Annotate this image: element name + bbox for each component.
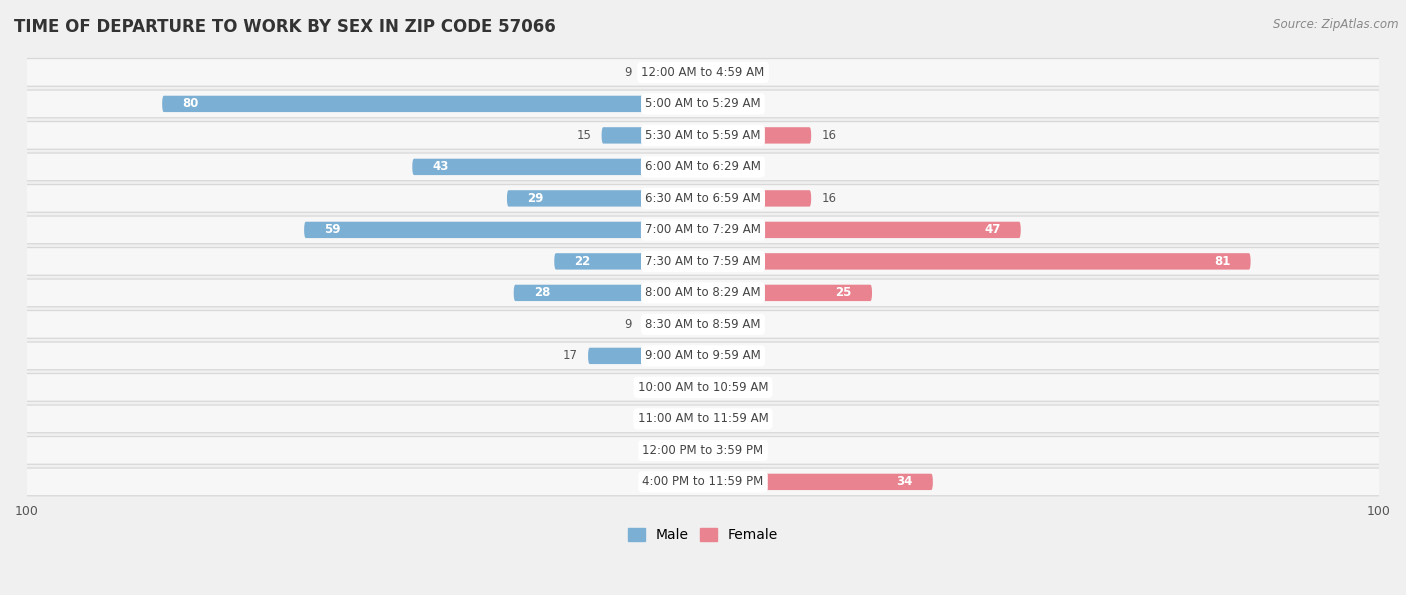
Text: 0: 0 — [713, 381, 720, 394]
FancyBboxPatch shape — [304, 222, 703, 238]
FancyBboxPatch shape — [655, 442, 703, 459]
Text: 7:00 AM to 7:29 AM: 7:00 AM to 7:29 AM — [645, 223, 761, 236]
FancyBboxPatch shape — [703, 222, 1021, 238]
FancyBboxPatch shape — [703, 316, 744, 333]
FancyBboxPatch shape — [14, 121, 1392, 150]
Text: 6:30 AM to 6:59 AM: 6:30 AM to 6:59 AM — [645, 192, 761, 205]
FancyBboxPatch shape — [703, 64, 723, 80]
FancyBboxPatch shape — [20, 437, 1386, 464]
FancyBboxPatch shape — [643, 316, 703, 333]
Text: 12:00 PM to 3:59 PM: 12:00 PM to 3:59 PM — [643, 444, 763, 457]
Text: 7:30 AM to 7:59 AM: 7:30 AM to 7:59 AM — [645, 255, 761, 268]
FancyBboxPatch shape — [14, 373, 1392, 402]
FancyBboxPatch shape — [14, 247, 1392, 276]
Text: 25: 25 — [835, 286, 852, 299]
Text: 6:00 AM to 6:29 AM: 6:00 AM to 6:29 AM — [645, 161, 761, 173]
FancyBboxPatch shape — [14, 436, 1392, 465]
Text: 9: 9 — [624, 66, 633, 79]
Text: 0: 0 — [686, 381, 693, 394]
FancyBboxPatch shape — [703, 253, 1250, 270]
FancyBboxPatch shape — [602, 127, 703, 143]
Text: TIME OF DEPARTURE TO WORK BY SEX IN ZIP CODE 57066: TIME OF DEPARTURE TO WORK BY SEX IN ZIP … — [14, 18, 555, 36]
Text: 47: 47 — [984, 223, 1001, 236]
FancyBboxPatch shape — [20, 343, 1386, 369]
FancyBboxPatch shape — [703, 442, 730, 459]
Text: 6: 6 — [754, 318, 761, 331]
FancyBboxPatch shape — [20, 248, 1386, 275]
FancyBboxPatch shape — [703, 96, 730, 112]
Text: 80: 80 — [183, 98, 198, 111]
Text: 4: 4 — [740, 98, 748, 111]
FancyBboxPatch shape — [14, 342, 1392, 370]
FancyBboxPatch shape — [703, 190, 811, 206]
FancyBboxPatch shape — [20, 217, 1386, 243]
FancyBboxPatch shape — [508, 190, 703, 206]
Text: 0: 0 — [686, 412, 693, 425]
Text: 15: 15 — [576, 129, 592, 142]
FancyBboxPatch shape — [643, 64, 703, 80]
Text: 4: 4 — [658, 475, 666, 488]
Text: 1: 1 — [720, 349, 727, 362]
Text: 8:00 AM to 8:29 AM: 8:00 AM to 8:29 AM — [645, 286, 761, 299]
Text: 9:00 AM to 9:59 AM: 9:00 AM to 9:59 AM — [645, 349, 761, 362]
FancyBboxPatch shape — [20, 280, 1386, 306]
FancyBboxPatch shape — [20, 90, 1386, 117]
Text: 81: 81 — [1213, 255, 1230, 268]
Text: 22: 22 — [575, 255, 591, 268]
Text: 4:00 PM to 11:59 PM: 4:00 PM to 11:59 PM — [643, 475, 763, 488]
Text: 12:00 AM to 4:59 AM: 12:00 AM to 4:59 AM — [641, 66, 765, 79]
Text: 11:00 AM to 11:59 AM: 11:00 AM to 11:59 AM — [638, 412, 768, 425]
FancyBboxPatch shape — [14, 468, 1392, 496]
Text: 0: 0 — [713, 161, 720, 173]
FancyBboxPatch shape — [20, 374, 1386, 400]
Text: 3: 3 — [734, 66, 741, 79]
Text: 8:30 AM to 8:59 AM: 8:30 AM to 8:59 AM — [645, 318, 761, 331]
Text: 28: 28 — [534, 286, 550, 299]
Text: Source: ZipAtlas.com: Source: ZipAtlas.com — [1274, 18, 1399, 31]
Text: 17: 17 — [562, 349, 578, 362]
FancyBboxPatch shape — [703, 127, 811, 143]
Text: 16: 16 — [821, 129, 837, 142]
FancyBboxPatch shape — [554, 253, 703, 270]
FancyBboxPatch shape — [14, 310, 1392, 339]
Text: 43: 43 — [433, 161, 449, 173]
Text: 4: 4 — [740, 444, 748, 457]
FancyBboxPatch shape — [20, 122, 1386, 149]
FancyBboxPatch shape — [20, 154, 1386, 180]
FancyBboxPatch shape — [14, 215, 1392, 245]
Text: 5:30 AM to 5:59 AM: 5:30 AM to 5:59 AM — [645, 129, 761, 142]
FancyBboxPatch shape — [703, 347, 710, 364]
FancyBboxPatch shape — [676, 474, 703, 490]
FancyBboxPatch shape — [20, 311, 1386, 337]
Text: 0: 0 — [713, 412, 720, 425]
Text: 59: 59 — [325, 223, 340, 236]
FancyBboxPatch shape — [14, 89, 1392, 118]
Text: 9: 9 — [624, 318, 633, 331]
FancyBboxPatch shape — [703, 474, 932, 490]
FancyBboxPatch shape — [14, 278, 1392, 308]
Legend: Male, Female: Male, Female — [623, 523, 783, 548]
Text: 34: 34 — [896, 475, 912, 488]
Text: 7: 7 — [638, 444, 645, 457]
FancyBboxPatch shape — [162, 96, 703, 112]
Text: 29: 29 — [527, 192, 544, 205]
FancyBboxPatch shape — [703, 284, 872, 301]
FancyBboxPatch shape — [14, 405, 1392, 433]
FancyBboxPatch shape — [14, 58, 1392, 87]
FancyBboxPatch shape — [588, 347, 703, 364]
FancyBboxPatch shape — [20, 185, 1386, 212]
Text: 10:00 AM to 10:59 AM: 10:00 AM to 10:59 AM — [638, 381, 768, 394]
FancyBboxPatch shape — [20, 406, 1386, 432]
FancyBboxPatch shape — [20, 59, 1386, 86]
FancyBboxPatch shape — [14, 152, 1392, 181]
FancyBboxPatch shape — [513, 284, 703, 301]
Text: 5:00 AM to 5:29 AM: 5:00 AM to 5:29 AM — [645, 98, 761, 111]
FancyBboxPatch shape — [14, 184, 1392, 213]
FancyBboxPatch shape — [412, 159, 703, 175]
FancyBboxPatch shape — [20, 469, 1386, 495]
Text: 16: 16 — [821, 192, 837, 205]
